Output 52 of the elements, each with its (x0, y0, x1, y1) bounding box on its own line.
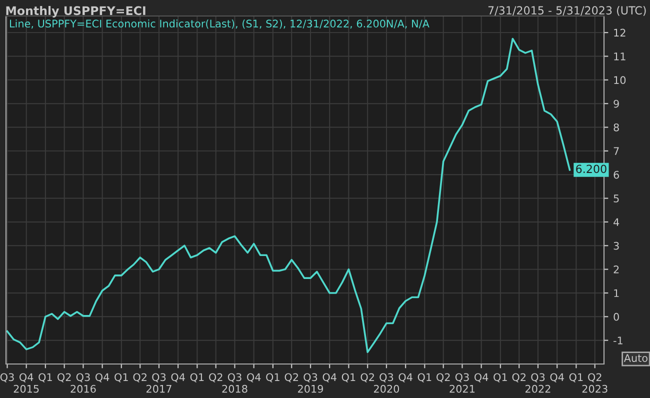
x-tick-label: Q4 2015 (14, 373, 39, 393)
y-tick-label: 7 (614, 147, 619, 155)
y-tick-label: 0 (614, 312, 619, 321)
chart-subtitle: 7/31/2015 - 5/31/2023 (UTC) (488, 6, 646, 16)
x-tick-label: Q1 (569, 373, 583, 382)
x-tick-label: Q1 (114, 373, 128, 382)
x-tick-label: Q3 (0, 373, 14, 382)
chart-title: Monthly USPPFY=ECI (6, 6, 146, 18)
annotation: Line, USPPFY=ECI Economic Indicator(Last), (S1, S2), 12/31/2022, 6.200N/A, N/A (10, 19, 430, 29)
x-tick-label: Q4 (474, 373, 488, 382)
x-tick-label: Q1 (266, 373, 280, 382)
x-tick-label: Q2 (512, 373, 526, 382)
y-tick-label: 4 (614, 218, 620, 226)
x-tick-label: Q3 2022 (526, 373, 550, 393)
y-tick-label: 3 (614, 242, 619, 250)
x-tick-label: Q1 (494, 373, 507, 382)
x-tick-label: Q2 (57, 373, 71, 382)
x-tick-label: Q1 (38, 373, 52, 382)
y-tick-label: 11 (614, 52, 626, 60)
x-tick-label: Q3 2021 (450, 373, 475, 393)
x-tick-label: Q3 2016 (70, 373, 96, 393)
data-label: 6.200 (576, 164, 606, 174)
x-tick-label: Q2 (133, 373, 146, 382)
x-tick-label: Q3 2017 (146, 373, 172, 393)
x-tick-label: Q1 (418, 373, 432, 382)
y-tick-label: 2 (614, 266, 619, 274)
x-tick-label: Q3 2019 (298, 373, 324, 393)
x-tick-label: Q2 (284, 373, 298, 382)
x-tick-label: Q3 2020 (374, 373, 400, 393)
x-tick-label: Q4 (247, 373, 261, 382)
x-tick-label: Q2 (209, 373, 222, 382)
y-tick-label: 12 (614, 28, 626, 37)
line-series (6, 38, 571, 354)
x-tick-label: Q4 (95, 373, 110, 382)
y-tick-label: 1 (614, 289, 619, 297)
x-tick-label: Q2 (436, 373, 450, 382)
text: Auto (624, 354, 648, 362)
x-tick-label: Q1 (190, 373, 204, 382)
x-tick-label: Q4 (398, 373, 412, 382)
x-tick-label: Q4 (171, 373, 185, 382)
x-tick-label: Q1 (342, 373, 356, 382)
x-tick-label: Q2 (360, 373, 374, 382)
x-tick-label: Q3 2018 (222, 373, 248, 393)
x-tick-label: Q2 2023 (582, 373, 608, 393)
y-tick-label: 10 (614, 76, 626, 84)
x-tick-label: Q4 (322, 373, 336, 382)
y-tick-label: -1 (614, 336, 622, 344)
y-tick-label: 6 (614, 170, 619, 179)
y-tick-label: 9 (614, 100, 619, 108)
x-tick-label: Q4 (550, 373, 564, 382)
y-tick-label: 8 (614, 123, 619, 132)
y-tick-label: 5 (614, 194, 619, 202)
